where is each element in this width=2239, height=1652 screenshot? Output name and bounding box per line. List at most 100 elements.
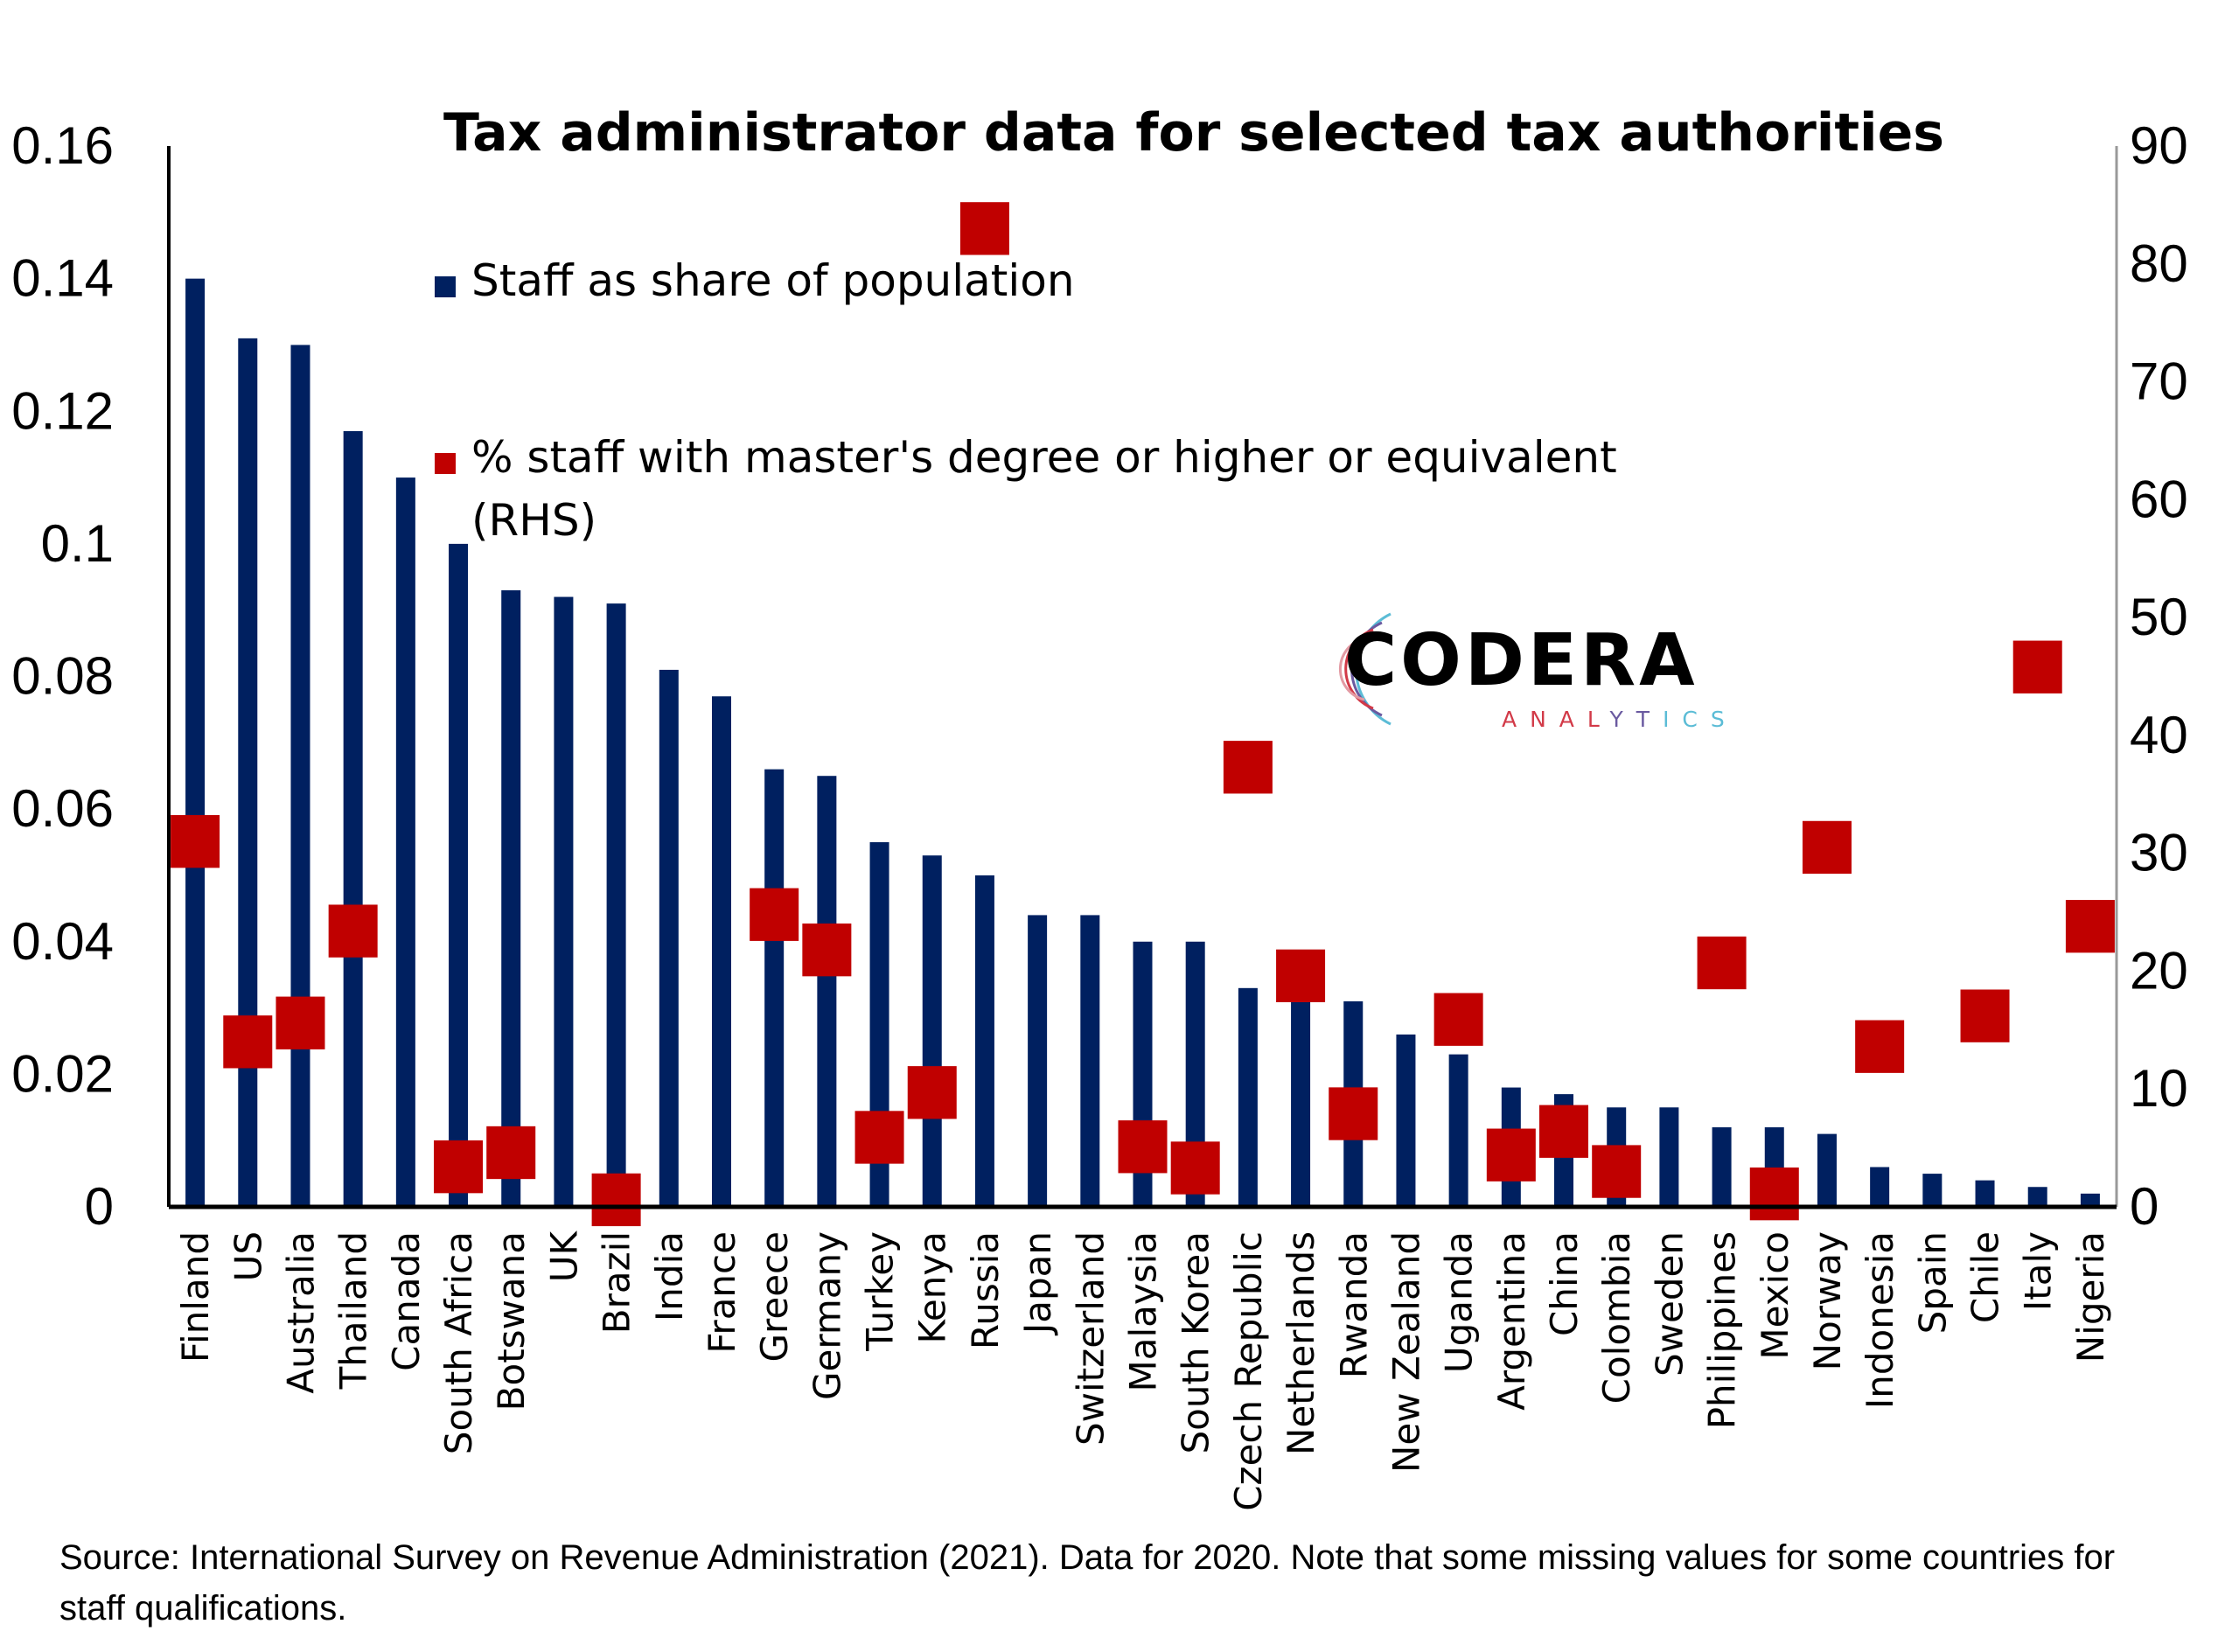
marker	[1223, 741, 1273, 794]
right-tick-label: 90	[2130, 116, 2188, 175]
category-label: Thailand	[332, 1231, 375, 1390]
category-label: Malaysia	[1122, 1231, 1165, 1392]
left-tick-label: 0.06	[11, 779, 114, 838]
marker	[750, 888, 799, 941]
bar	[501, 589, 521, 1207]
logo-wordmark: CODERA	[1344, 619, 1698, 702]
marker	[1329, 1087, 1378, 1140]
source-note: Source: International Survey on Revenue …	[59, 1538, 2116, 1628]
right-tick-label: 20	[2130, 941, 2188, 1000]
category-label: Colombia	[1595, 1231, 1638, 1404]
marker	[1276, 949, 1326, 1002]
category-label: South Africa	[437, 1231, 480, 1454]
category-label: Canada	[385, 1231, 428, 1371]
bar	[2027, 1187, 2047, 1207]
left-tick-label: 0.16	[11, 116, 114, 175]
category-label: Sweden	[1648, 1231, 1691, 1377]
right-tick-label: 70	[2130, 352, 2188, 411]
marker	[276, 996, 325, 1049]
category-label: Mexico	[1754, 1231, 1796, 1360]
right-tick-label: 30	[2130, 824, 2188, 882]
legend-label: (RHS)	[471, 495, 596, 546]
left-tick-label: 0.02	[11, 1044, 114, 1103]
marker	[2012, 640, 2062, 694]
category-label: Uganda	[1438, 1231, 1481, 1373]
marker	[591, 1173, 641, 1227]
marker	[171, 815, 220, 868]
category-label: Philippines	[1701, 1231, 1744, 1429]
category-label: Norway	[1806, 1231, 1849, 1370]
category-label: Germany	[806, 1231, 848, 1400]
marker	[1433, 993, 1483, 1046]
category-label: New Zealand	[1385, 1231, 1427, 1473]
bar	[449, 543, 469, 1207]
category-label: Czech Republic	[1227, 1231, 1270, 1511]
marker	[1170, 1141, 1220, 1195]
right-tick-label: 10	[2130, 1059, 2188, 1118]
bar	[764, 769, 785, 1207]
category-label: Kenya	[911, 1231, 954, 1344]
bar	[1185, 941, 1205, 1207]
right-tick-label: 60	[2130, 470, 2188, 528]
bar	[817, 776, 837, 1207]
right-tick-label: 80	[2130, 234, 2188, 293]
left-tick-label: 0.14	[11, 249, 114, 308]
left-tick-label: 0.08	[11, 647, 114, 706]
bar	[185, 278, 206, 1207]
bar	[1448, 1054, 1468, 1207]
category-label: Chile	[1964, 1231, 2007, 1323]
category-label: Switzerland	[1069, 1231, 1112, 1446]
legend-swatch	[435, 276, 456, 297]
chart-title: Tax administrator data for selected tax …	[443, 102, 1944, 164]
bar	[606, 603, 626, 1207]
legend-label: % staff with master's degree or higher o…	[471, 432, 1617, 483]
marker	[907, 1066, 957, 1119]
right-tick-label: 40	[2130, 706, 2188, 764]
right-tick-label: 50	[2130, 588, 2188, 646]
category-label: France	[701, 1231, 743, 1354]
legend-label: Staff as share of population	[471, 255, 1075, 306]
bar	[1817, 1133, 1837, 1207]
left-tick-label: 0.12	[11, 381, 114, 440]
marker	[223, 1015, 273, 1069]
marker	[486, 1126, 536, 1180]
category-label: Russia	[964, 1231, 1007, 1349]
marker	[1539, 1105, 1589, 1158]
marker	[1802, 820, 1852, 875]
marker	[2065, 900, 2115, 953]
bar	[290, 345, 310, 1207]
bar	[1870, 1167, 1890, 1207]
category-label: UK	[542, 1230, 585, 1283]
marker	[802, 924, 852, 977]
category-label: China	[1543, 1231, 1586, 1336]
category-label: South Korea	[1175, 1231, 1217, 1453]
logo-subtitle: ANALYTICS	[1502, 707, 1738, 732]
category-label: Australia	[279, 1231, 322, 1394]
marker	[1118, 1120, 1168, 1174]
bar	[659, 669, 679, 1207]
category-label: Indonesia	[1859, 1231, 1901, 1409]
category-label: Nigeria	[2069, 1231, 2112, 1363]
marker	[328, 904, 378, 958]
category-label: Botswana	[490, 1231, 533, 1411]
bar	[922, 855, 942, 1207]
bar	[1396, 1034, 1416, 1207]
bar	[2080, 1193, 2100, 1207]
category-label: Spain	[1911, 1231, 1954, 1334]
codera-logo: CODERA ANALYTICS	[1308, 603, 1727, 735]
right-tick-label: 0	[2130, 1177, 2159, 1236]
left-tick-label: 0.1	[41, 514, 114, 573]
category-label: Turkey	[859, 1231, 902, 1352]
category-label: Finland	[174, 1231, 217, 1363]
bar	[974, 875, 994, 1207]
bar	[238, 338, 258, 1207]
bar	[343, 430, 363, 1207]
marker	[1697, 936, 1747, 990]
logo-circuit-icon	[1338, 612, 1392, 726]
category-label: Greece	[753, 1231, 796, 1363]
category-label: US	[227, 1231, 269, 1281]
legend-swatch	[435, 453, 456, 474]
category-label: Brazil	[596, 1231, 638, 1334]
bar	[1080, 915, 1100, 1207]
